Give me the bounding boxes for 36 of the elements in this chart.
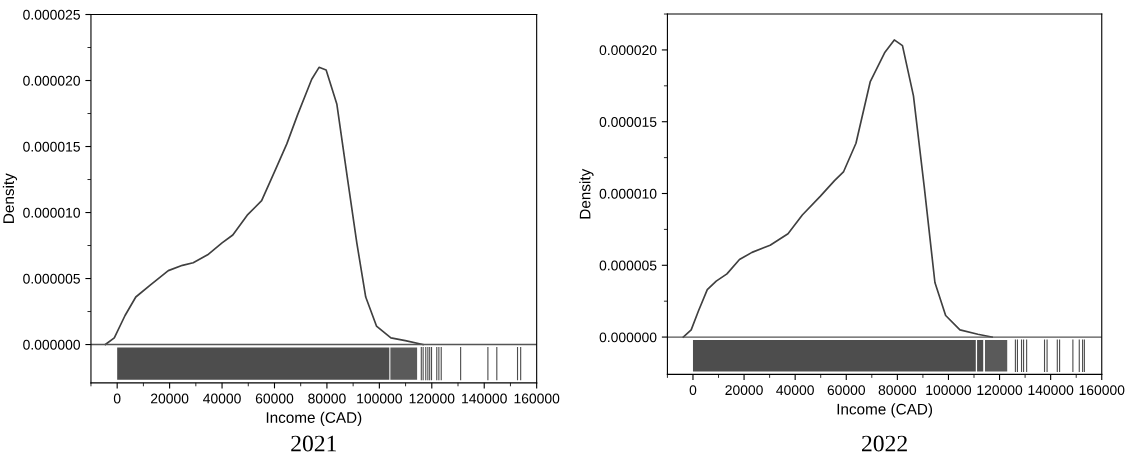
x-tick-label: 40000: [776, 385, 814, 396]
x-axis-title: Income (CAD): [266, 411, 362, 426]
x-tick-label: 60000: [255, 393, 294, 404]
x-tick-label: 140000: [1028, 385, 1074, 396]
x-tick-label: 140000: [462, 393, 507, 404]
x-tick-label: 20000: [151, 393, 189, 404]
y-tick-label: 0.000025: [23, 9, 80, 20]
x-tick-label: 100000: [357, 393, 402, 404]
y-tick-label: 0.000015: [23, 141, 80, 152]
x-tick-label: 120000: [977, 385, 1023, 396]
y-tick-label: 0.000000: [23, 339, 81, 350]
y-axis-title: Density: [2, 173, 18, 223]
y-tick-label: 0.000010: [23, 207, 81, 218]
x-tick-label: 80000: [308, 393, 346, 404]
x-tick-label: 80000: [878, 385, 917, 396]
y-tick-label: 0.000020: [23, 75, 81, 86]
x-tick-label: 60000: [827, 385, 866, 396]
y-tick-label: 0.000000: [599, 332, 657, 343]
y-tick-label: 0.000005: [599, 260, 657, 271]
y-tick-label: 0.000005: [23, 273, 80, 284]
y-tick-label: 0.000020: [599, 45, 657, 56]
y-axis-title: Density: [579, 168, 594, 219]
x-tick-label: 20000: [725, 385, 763, 396]
x-tick-label: 0: [113, 393, 121, 404]
text: 2021: [291, 435, 337, 452]
y-tick-label: 0.000010: [599, 188, 657, 199]
line-series: [104, 66, 424, 346]
x-tick-label: 160000: [514, 393, 560, 404]
y-tick-label: 0.000015: [599, 117, 657, 127]
x-tick-label: 160000: [1079, 385, 1125, 396]
x-tick-label: 120000: [409, 393, 455, 404]
x-tick-label: 40000: [203, 393, 241, 404]
x-tick-label: 100000: [926, 385, 972, 396]
text: 2022: [862, 435, 907, 452]
x-axis-title: Income (CAD): [837, 403, 933, 418]
x-tick-label: 0: [689, 385, 697, 396]
